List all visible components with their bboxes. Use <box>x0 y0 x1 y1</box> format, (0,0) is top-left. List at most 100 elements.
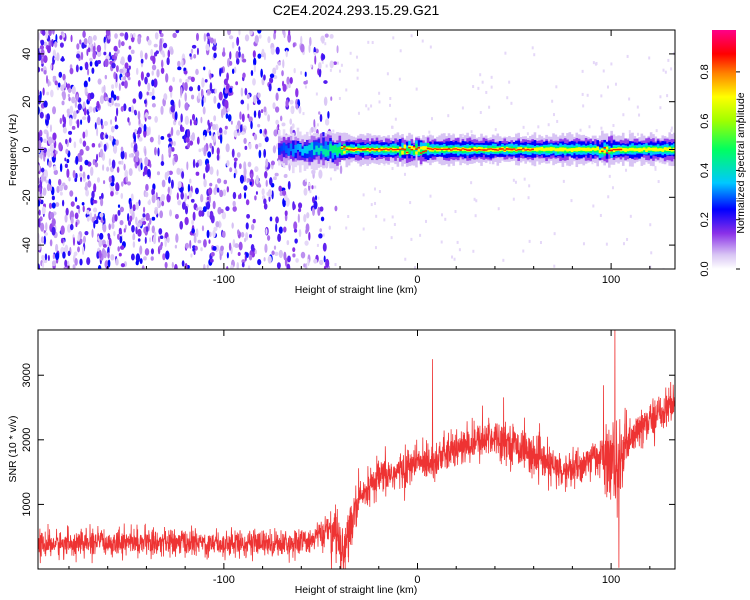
spectrogram-cell <box>135 253 141 263</box>
spectrogram-cell <box>334 205 338 212</box>
spectrogram-cell <box>91 228 94 238</box>
spectrogram-cell <box>319 145 323 152</box>
spectrogram-cell <box>170 179 174 189</box>
spectrogram-cell <box>116 183 120 191</box>
spectrogram-cell <box>235 58 240 65</box>
spectrogram-cell <box>649 147 653 151</box>
spectrogram-cell <box>426 146 430 156</box>
spectrogram-cell <box>127 54 132 63</box>
spectrogram-cell <box>181 59 184 68</box>
spectrogram-cell <box>68 96 71 102</box>
spectrogram-cell <box>108 237 112 247</box>
spectrogram-cell <box>128 168 133 177</box>
spectrogram-cell <box>178 99 181 109</box>
spectrogram-cell <box>445 148 448 151</box>
spectrogram-cell <box>608 149 611 152</box>
spectrogram-cell <box>188 86 194 92</box>
spectrogram-cell <box>144 248 150 256</box>
spectrogram-cell <box>314 185 317 189</box>
spectrogram-cell <box>195 171 200 176</box>
spectrogram-cell <box>533 53 536 57</box>
spectrogram-cell <box>410 34 413 38</box>
spectrogram-cell <box>447 148 451 150</box>
spectrogram-cell <box>472 85 475 89</box>
spectrogram-cell <box>47 136 53 145</box>
spectrogram-cell <box>160 241 163 247</box>
spectrogram-cell <box>603 149 606 154</box>
spectrogram-cell <box>223 130 228 135</box>
spectrogram-cell <box>343 145 346 148</box>
spectrogram-cell <box>203 239 207 248</box>
spectrogram-cell <box>607 85 610 89</box>
spectrogram-cell <box>85 189 90 197</box>
spectrogram-cell <box>325 64 328 68</box>
spectrogram-cell <box>77 103 82 111</box>
spectrogram-cell <box>72 110 77 120</box>
spectrogram-cell <box>208 187 213 196</box>
spectrogram-cell <box>295 104 299 109</box>
spectrogram-cell <box>144 236 147 244</box>
spectrogram-cell <box>312 149 316 156</box>
spectrogram-cell <box>193 235 197 244</box>
spectrogram-cell <box>447 148 451 152</box>
spectrogram-cell <box>111 62 116 69</box>
spectrogram-cell <box>226 72 229 81</box>
spectrogram-cell <box>64 259 68 268</box>
spectrogram-cell <box>116 95 120 101</box>
spectrogram-cell <box>49 239 53 247</box>
spectrogram-cell <box>237 229 240 236</box>
spectrogram-cell <box>263 203 268 210</box>
spectrogram-cell <box>114 214 118 222</box>
spectrogram-cell <box>229 264 234 269</box>
spectrogram-cell <box>374 201 377 205</box>
spectrogram-cell <box>170 126 174 137</box>
spectrogram-cell <box>82 205 85 213</box>
spectrogram-cell <box>554 148 558 152</box>
spectrogram-cell <box>329 33 334 39</box>
spectrogram-cell <box>470 130 473 134</box>
spectrogram-cell <box>40 167 45 173</box>
spectrogram-cell <box>76 43 80 50</box>
spectrogram-cell <box>195 68 199 75</box>
spectrogram-cell <box>216 147 220 155</box>
spectrogram-cell <box>415 148 418 150</box>
spectrogram-cell <box>202 106 206 115</box>
spectrogram-cell <box>282 83 287 92</box>
spectrogram-cell <box>383 162 386 166</box>
spectrogram-cell <box>282 30 285 36</box>
spectrogram-cell <box>626 148 630 152</box>
spectrogram-cell <box>529 149 532 151</box>
spectrogram-cell <box>47 254 50 262</box>
spectrogram-cell <box>169 209 172 217</box>
spectrogram-cell <box>107 233 111 241</box>
spectrogram-cell <box>149 163 152 168</box>
spectrogram-cell <box>92 106 96 114</box>
spectrogram-cell <box>247 113 250 119</box>
spectrogram-cell <box>303 187 308 196</box>
spectrogram-cell <box>150 256 154 261</box>
spectrogram-cell <box>236 152 241 158</box>
spectrogram-cell <box>605 146 609 150</box>
spectrogram-cell <box>109 103 112 108</box>
spectrogram-cell <box>38 238 41 246</box>
spectrogram-cell <box>235 81 239 86</box>
spectrogram-cell <box>269 177 273 186</box>
colorbar-tick-label: 0.6 <box>699 114 711 129</box>
spectrogram-cell <box>52 106 57 115</box>
spectrogram-cell <box>49 144 55 153</box>
spectrogram-cell <box>179 124 183 133</box>
spectrogram-cell <box>143 99 147 104</box>
spectrogram-cell <box>436 148 439 151</box>
spectrogram-cell <box>403 144 407 149</box>
spectrogram-cell <box>46 113 51 121</box>
spectrogram-cell <box>275 64 279 71</box>
spectrogram-cell <box>240 124 243 134</box>
spectrogram-cell <box>79 164 83 172</box>
spectrogram-cell <box>375 148 379 151</box>
spectrogram-cell <box>177 180 182 189</box>
spectrogram-cell <box>389 96 392 100</box>
spectrogram-cell <box>211 123 217 131</box>
spectrogram-cell <box>140 71 144 81</box>
spectrogram-cell <box>38 200 41 207</box>
spectrogram-cell <box>193 53 197 59</box>
